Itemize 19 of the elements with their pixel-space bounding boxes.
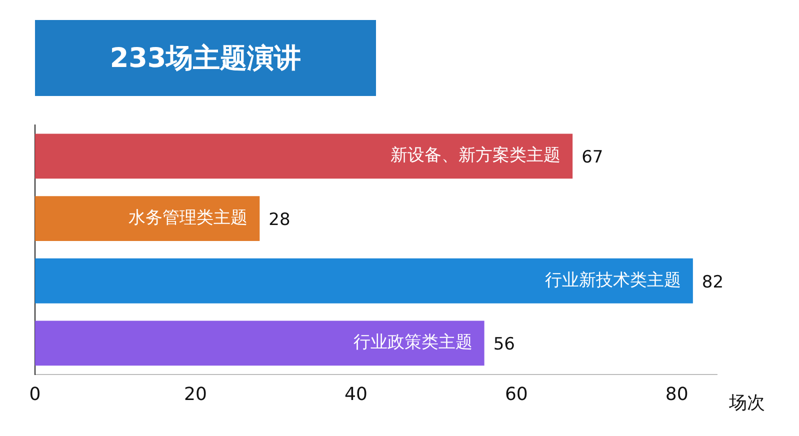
data-label: 28 — [268, 210, 290, 230]
x-tick-label: 0 — [29, 384, 41, 405]
x-tick-label: 20 — [184, 384, 207, 405]
x-tick-label: 80 — [665, 384, 688, 405]
x-tick-label: 60 — [504, 384, 528, 405]
chart-title: 233场主题演讲 — [35, 20, 376, 96]
x-axis-title: 场次 — [728, 392, 765, 414]
bar — [35, 196, 260, 241]
y-tick-label: 行业政策类主题 — [353, 332, 472, 353]
data-label: 82 — [702, 272, 724, 292]
x-tick-label: 40 — [344, 384, 368, 405]
y-tick-label: 行业新技术类主题 — [544, 270, 681, 290]
data-label: 67 — [582, 148, 604, 168]
bar — [35, 134, 573, 179]
y-tick-label: 新设备、新方案类主题 — [390, 146, 561, 166]
bar — [35, 320, 484, 366]
bar — [35, 258, 693, 304]
data-label: 56 — [493, 334, 515, 355]
y-tick-label: 水务管理类主题 — [128, 208, 248, 228]
